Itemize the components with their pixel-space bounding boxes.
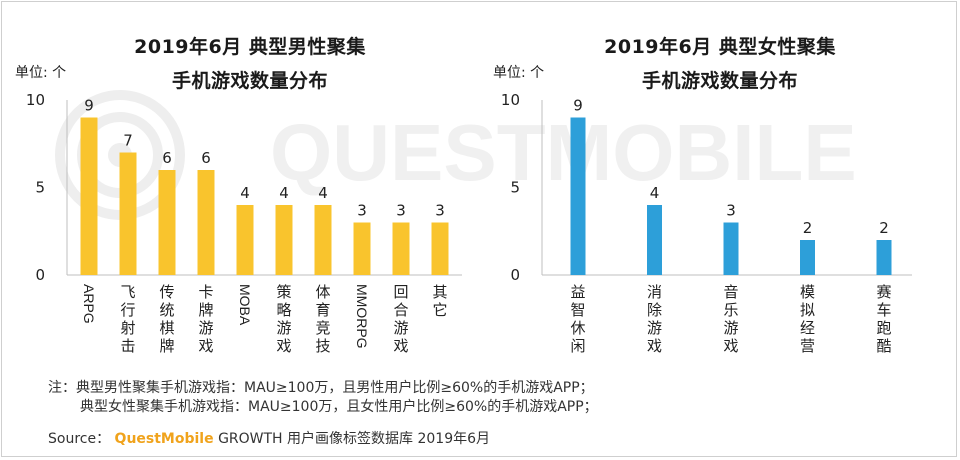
- footnote-female: 典型女性聚集手机游戏指：MAU≥100万，且女性用户比例≥60%的手机游戏APP…: [80, 399, 598, 415]
- x-tick-label: 模拟经营: [800, 283, 815, 355]
- data-label: 6: [201, 149, 211, 167]
- y-tick-label: 10: [501, 91, 520, 109]
- x-tick-label: 回合游戏: [393, 283, 408, 355]
- source-brand: QuestMobile: [114, 431, 214, 447]
- x-tick-label: MOBA: [237, 284, 253, 326]
- data-label: 3: [357, 202, 367, 220]
- data-label: 3: [726, 202, 736, 220]
- bar-2: [647, 205, 662, 275]
- footnote-male: 注：典型男性聚集手机游戏指：MAU≥100万，且男性用户比例≥60%的手机游戏A…: [48, 380, 594, 396]
- data-label: 4: [279, 184, 289, 202]
- data-label: 4: [240, 184, 250, 202]
- source-line: Source： QuestMobile GROWTH 用户画像标签数据库 201…: [48, 428, 490, 448]
- footnotes: 注：典型男性聚集手机游戏指：MAU≥100万，且男性用户比例≥60%的手机游戏A…: [48, 379, 598, 417]
- x-tick-label: 音乐游戏: [723, 283, 738, 355]
- data-label: 4: [650, 184, 660, 202]
- x-tick-label: 传统棋牌: [159, 283, 174, 355]
- x-tick-label: 卡牌游戏: [198, 283, 213, 355]
- bar-5: [876, 240, 892, 275]
- y-tick-label: 0: [510, 266, 520, 284]
- data-label: 2: [879, 219, 889, 237]
- x-tick-label: 其它: [432, 283, 447, 319]
- left-chart-title-line1: 2019年6月 典型男性聚集: [134, 36, 366, 58]
- bar-3: [158, 170, 176, 275]
- y-tick-label: 10: [26, 91, 45, 109]
- bar-4: [800, 240, 815, 275]
- data-label: 3: [435, 202, 445, 220]
- x-tick-label: MMORPG: [354, 284, 370, 349]
- x-tick-label: 消除游戏: [647, 283, 662, 355]
- bar-9: [392, 222, 410, 275]
- y-tick-label: 5: [510, 179, 520, 197]
- source-rest: GROWTH 用户画像标签数据库 2019年6月: [218, 431, 491, 447]
- bar-10: [431, 222, 449, 275]
- bar-3: [723, 222, 739, 275]
- bar-1: [570, 117, 586, 275]
- right-chart-title-line1: 2019年6月 典型女性聚集: [604, 36, 836, 58]
- x-tick-label: ARPG: [81, 284, 97, 324]
- data-label: 9: [573, 97, 583, 115]
- left-chart-title-line2: 手机游戏数量分布: [171, 70, 328, 92]
- x-tick-label: 策略游戏: [276, 283, 291, 355]
- x-tick-label: 飞行射击: [120, 283, 135, 355]
- x-tick-label: 赛车跑酷: [876, 283, 891, 355]
- right-unit-label: 单位: 个: [493, 65, 545, 81]
- data-label: 2: [803, 219, 813, 237]
- data-label: 6: [162, 149, 172, 167]
- right-chart-title-line2: 手机游戏数量分布: [641, 70, 798, 92]
- bar-7: [314, 205, 332, 275]
- data-label: 9: [84, 97, 94, 115]
- bar-6: [275, 205, 293, 275]
- bar-1: [80, 117, 98, 275]
- x-tick-label: 益智休闲: [570, 283, 585, 355]
- x-tick-label: 体育竞技: [315, 283, 330, 355]
- y-tick-label: 0: [35, 266, 45, 284]
- data-label: 3: [396, 202, 406, 220]
- data-label: 4: [318, 184, 328, 202]
- bar-8: [353, 222, 371, 275]
- left-unit-label: 单位: 个: [15, 65, 67, 81]
- source-prefix: Source：: [48, 431, 111, 447]
- y-tick-label: 5: [35, 179, 45, 197]
- bar-4: [197, 170, 215, 275]
- bar-2: [119, 152, 137, 275]
- bar-5: [236, 205, 254, 275]
- data-label: 7: [123, 132, 133, 150]
